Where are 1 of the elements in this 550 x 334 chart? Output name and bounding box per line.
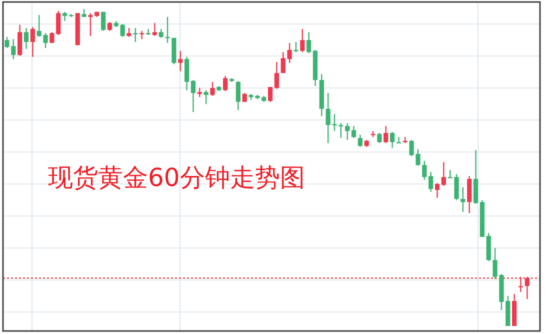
text: 现货黄金60分钟走势图	[48, 163, 305, 192]
